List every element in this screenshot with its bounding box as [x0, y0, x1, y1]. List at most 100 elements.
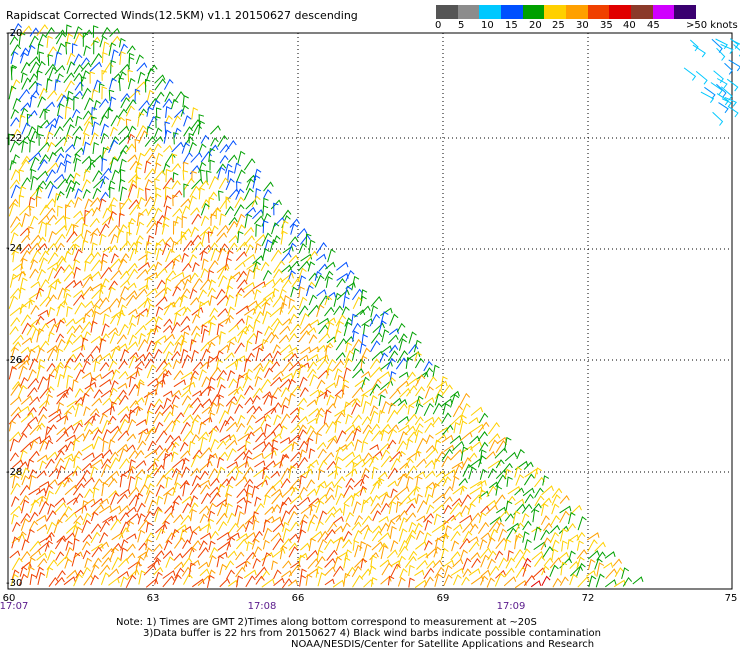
wind-barb [110, 253, 119, 264]
wind-barb [29, 259, 39, 270]
wind-barb [171, 180, 181, 190]
wind-barb [9, 179, 20, 189]
wind-barb [73, 526, 83, 541]
wind-barb [450, 449, 463, 461]
wind-barb [118, 212, 125, 227]
wind-barb [306, 568, 319, 578]
wind-barb [199, 460, 213, 472]
wind-barb [551, 539, 560, 551]
wind-barb [443, 514, 456, 526]
wind-barb [98, 98, 109, 108]
wind-barb [588, 558, 596, 570]
wind-barb [161, 373, 169, 388]
wind-barb [263, 527, 273, 541]
wind-barb [55, 225, 68, 235]
wind-barb [119, 240, 131, 252]
wind-barb [514, 532, 524, 543]
wind-barb [206, 454, 215, 468]
wind-barb [45, 439, 54, 450]
wind-barb [90, 335, 102, 344]
wind-barb [101, 69, 107, 81]
wind-barb [414, 416, 424, 426]
wind-barb [126, 268, 138, 282]
colorbar-tick-label: 30 [576, 20, 589, 31]
wind-barb [20, 512, 31, 524]
wind-barb [353, 487, 367, 497]
wind-barb [216, 512, 228, 525]
wind-barb [35, 315, 45, 326]
wind-barb [182, 525, 193, 533]
wind-barb [56, 402, 65, 414]
wind-barb [144, 449, 158, 459]
wind-barb [468, 458, 482, 469]
wind-barb [162, 467, 176, 478]
wind-barb [386, 439, 397, 450]
wind-barb [389, 371, 397, 382]
wind-barb [74, 388, 84, 398]
wind-barb [134, 240, 143, 255]
wind-barb [137, 529, 146, 543]
wind-barb [515, 474, 525, 486]
wind-barb [227, 188, 240, 200]
wind-barb [55, 32, 67, 45]
wind-barb [173, 341, 183, 353]
wind-barb [109, 27, 121, 38]
wind-barb [102, 515, 114, 523]
wind-barb [84, 498, 96, 507]
wind-barb [362, 424, 372, 434]
wind-barb [453, 421, 461, 434]
wind-barb [101, 215, 114, 226]
wind-barb [91, 412, 100, 424]
wind-barb [279, 436, 291, 444]
wind-barb [145, 316, 157, 326]
wind-barb [261, 570, 270, 579]
wind-barb [309, 389, 321, 397]
wind-barb [38, 133, 44, 146]
wind-barb [20, 25, 32, 37]
wind-barb [469, 480, 483, 489]
wind-barb [100, 458, 112, 469]
wind-barb [273, 569, 282, 580]
wind-barb [173, 132, 179, 145]
wind-barb [188, 562, 196, 577]
wind-barb [486, 499, 497, 508]
wind-barb [164, 121, 170, 136]
wind-barb [81, 155, 92, 164]
wind-barb [10, 406, 22, 417]
wind-barb [162, 177, 175, 190]
wind-barb [99, 541, 110, 549]
wind-barb [155, 152, 164, 165]
wind-barb [514, 487, 525, 496]
wind-barb [298, 286, 305, 298]
wind-barb [290, 414, 301, 424]
wind-barb [134, 353, 146, 363]
wind-barb [21, 212, 30, 228]
wind-barb [521, 512, 530, 523]
wind-barb [109, 258, 122, 270]
wind-barb [84, 557, 92, 569]
wind-barb [72, 492, 84, 505]
wind-barb [379, 423, 392, 435]
wind-barb [227, 388, 239, 396]
wind-barb [183, 183, 189, 198]
wind-barb [163, 491, 172, 505]
wind-barb [307, 520, 315, 532]
wind-barb [108, 297, 120, 309]
wind-barb [468, 568, 481, 576]
wind-barb [90, 231, 98, 244]
wind-barb [300, 505, 313, 514]
wind-barb [363, 527, 373, 540]
wind-barb [99, 520, 110, 533]
wind-barb [459, 414, 467, 425]
wind-barb [282, 560, 292, 569]
wind-barb [363, 429, 374, 442]
wind-barb [126, 282, 137, 290]
wind-barb [235, 470, 243, 480]
wind-barb [442, 559, 455, 568]
map-frame [7, 32, 733, 590]
wind-barb [269, 334, 279, 344]
wind-barb [188, 133, 195, 144]
wind-barb [39, 440, 49, 452]
wind-barb [18, 531, 27, 543]
colorbar-swatch [436, 5, 458, 19]
